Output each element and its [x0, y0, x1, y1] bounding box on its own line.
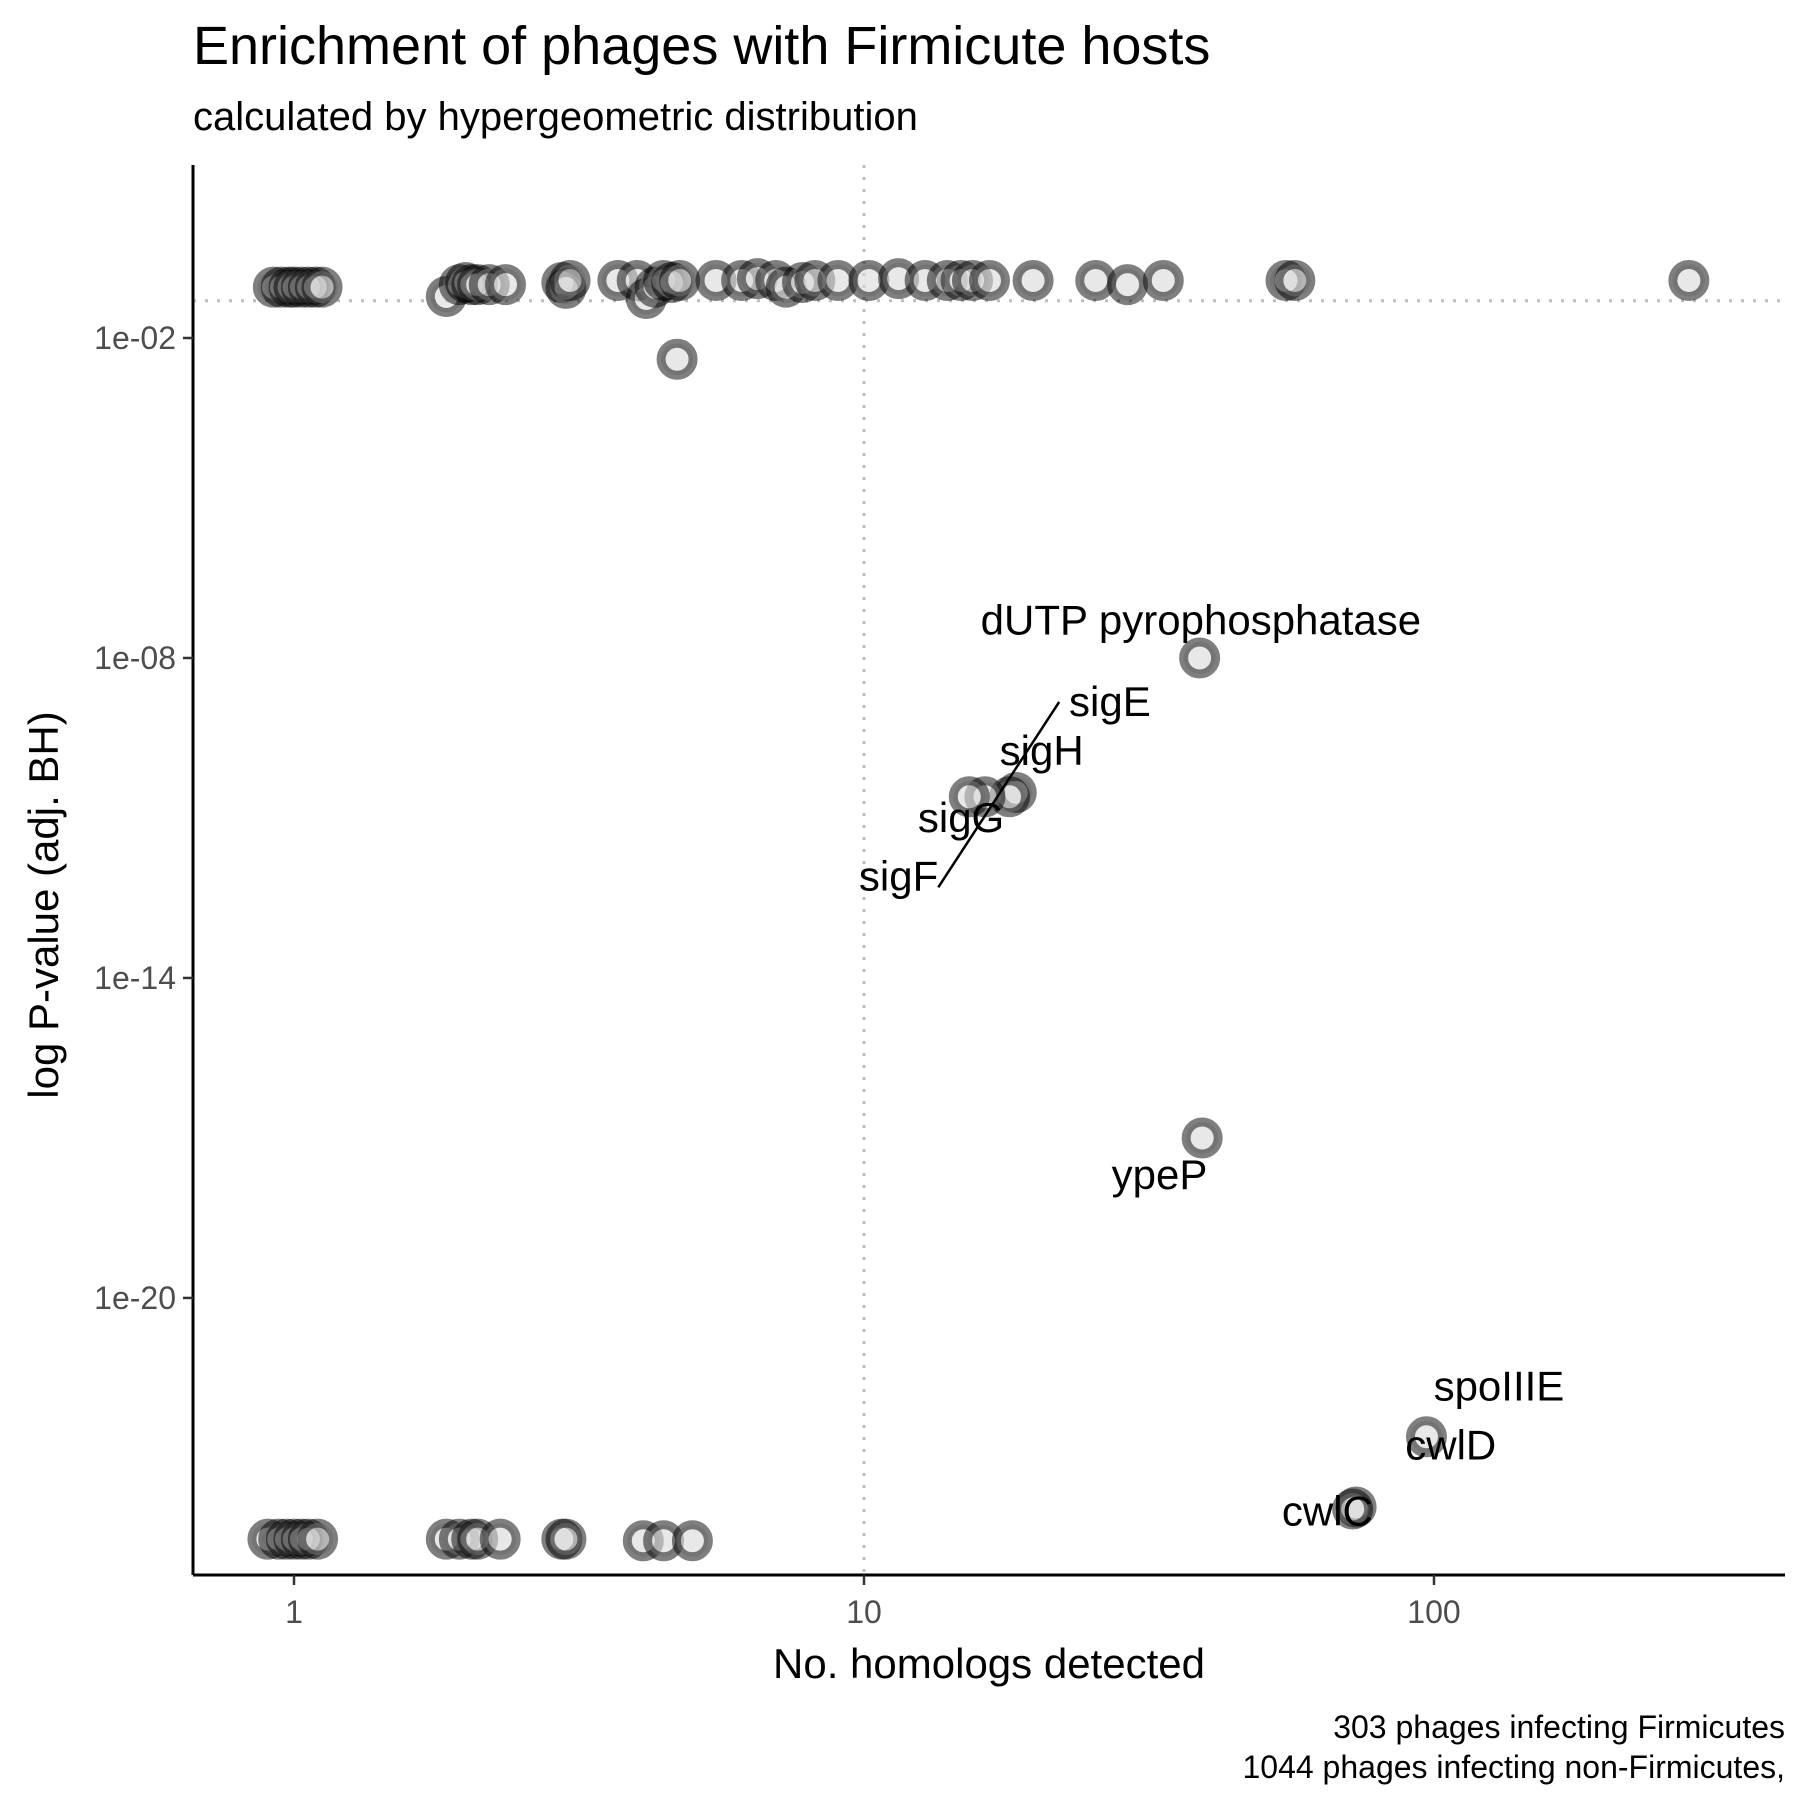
- point-label: spoIIIE: [1434, 1362, 1565, 1409]
- x-tick-label: 100: [1407, 1594, 1460, 1630]
- data-point: [545, 1518, 587, 1560]
- point-label: dUTP pyrophosphatase: [981, 597, 1422, 644]
- y-tick-label: 1e-20: [94, 1280, 176, 1316]
- data-point: [1142, 259, 1184, 301]
- data-points: [247, 258, 1710, 1562]
- data-point: [1075, 259, 1117, 301]
- data-point: [1405, 1416, 1447, 1458]
- chart-subtitle: calculated by hypergeometric distributio…: [193, 95, 918, 139]
- x-axis-title: No. homologs detected: [773, 1640, 1205, 1687]
- x-tick-label: 1: [285, 1594, 303, 1630]
- data-point: [1181, 1117, 1223, 1159]
- point-label: cwlC: [1282, 1487, 1373, 1534]
- data-point: [485, 264, 527, 306]
- data-point: [479, 1518, 521, 1560]
- data-point: [968, 259, 1010, 301]
- data-point: [1012, 259, 1054, 301]
- point-label: sigH: [1000, 727, 1084, 774]
- data-point: [671, 1520, 713, 1562]
- y-tick-label: 1e-14: [94, 960, 176, 996]
- data-point: [656, 338, 698, 380]
- chart-title: Enrichment of phages with Firmicute host…: [193, 16, 1210, 76]
- point-label: ypeP: [1112, 1151, 1208, 1198]
- data-point: [1668, 259, 1710, 301]
- data-point: [549, 259, 591, 301]
- x-tick-label: 10: [846, 1594, 882, 1630]
- y-tick-label: 1e-02: [94, 320, 176, 356]
- label-connector: [937, 701, 1061, 889]
- y-axis-ticks: 1e-02 1e-08 1e-14 1e-20: [94, 320, 193, 1316]
- data-point: [301, 266, 343, 308]
- y-tick-label: 1e-08: [94, 640, 176, 676]
- data-point: [297, 1518, 339, 1560]
- data-point: [659, 259, 701, 301]
- point-label: sigF: [859, 852, 938, 899]
- point-label: cwlD: [1405, 1422, 1496, 1469]
- y-axis-title: log P-value (adj. BH): [20, 711, 67, 1099]
- point-label: sigG: [918, 794, 1004, 841]
- data-point: [1274, 259, 1316, 301]
- data-point: [1179, 637, 1221, 679]
- x-axis-ticks: 1 10 100: [285, 1575, 1461, 1630]
- data-point: [948, 776, 990, 818]
- data-point: [1107, 264, 1149, 306]
- point-label: sigE: [1069, 678, 1151, 725]
- data-point: [1332, 1488, 1374, 1530]
- caption-line-2: 1044 phages infecting non-Firmicutes,: [1242, 1749, 1785, 1785]
- caption-line-1: 303 phages infecting Firmicutes: [1333, 1709, 1785, 1745]
